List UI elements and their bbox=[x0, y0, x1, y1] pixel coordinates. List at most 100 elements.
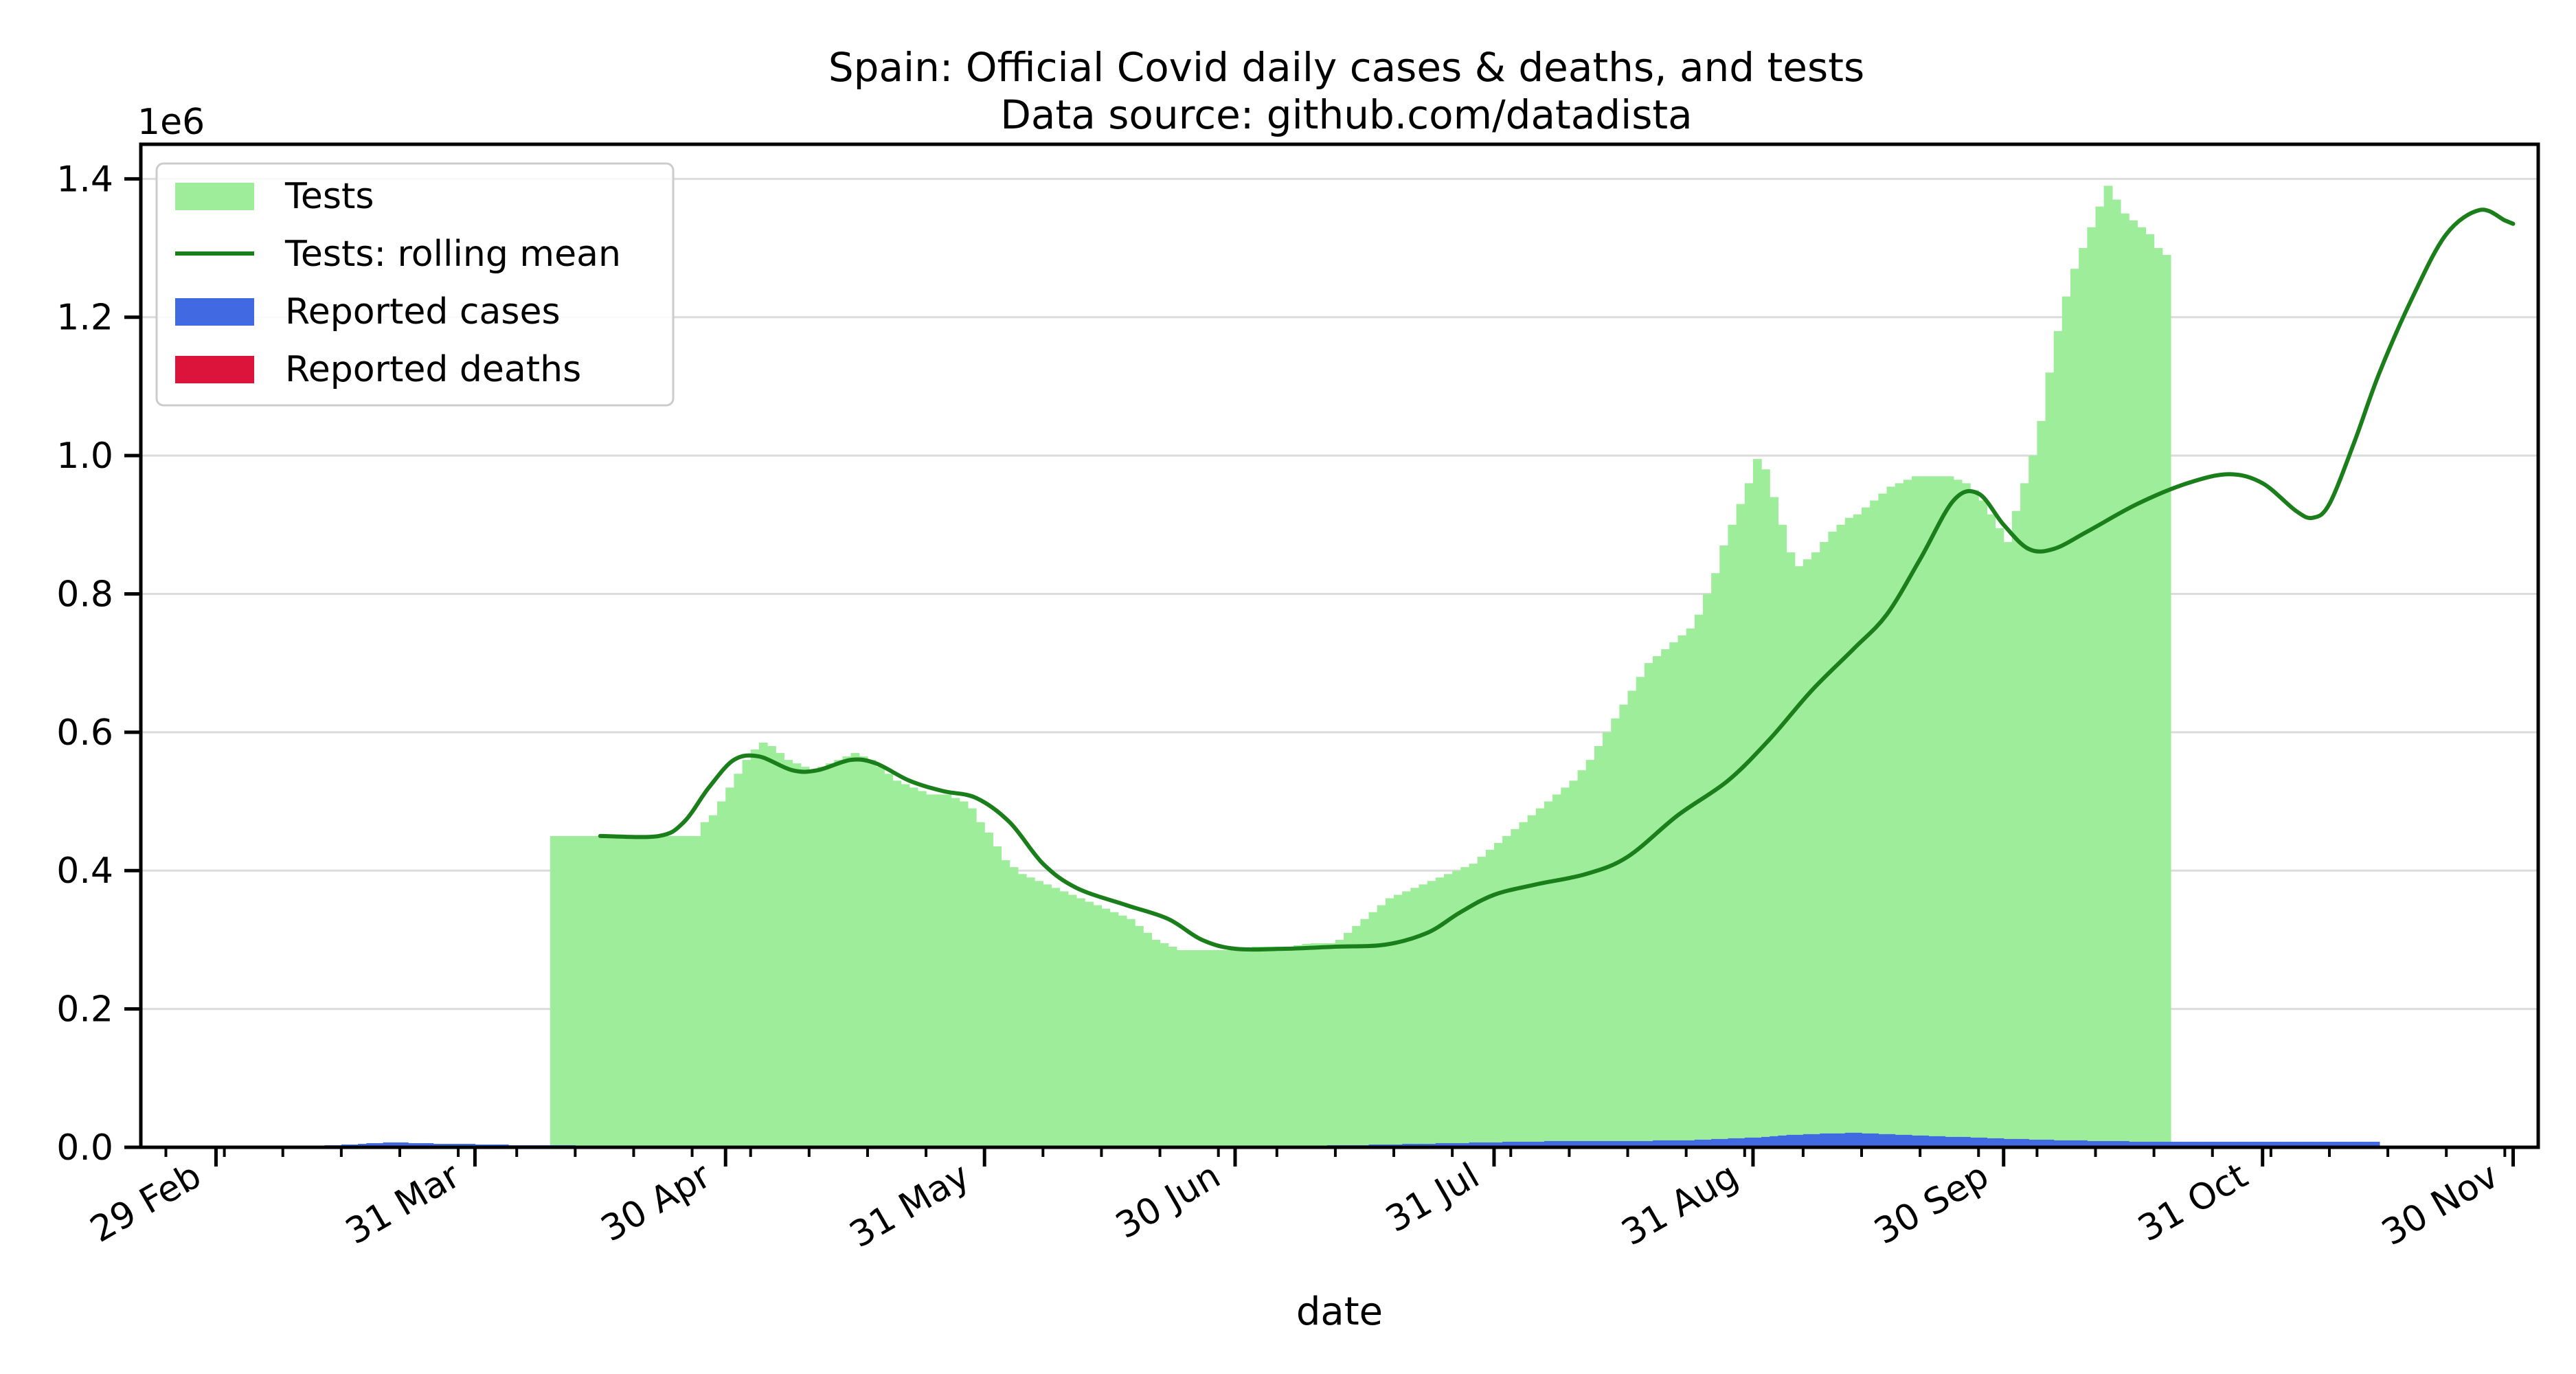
legend-frame bbox=[155, 162, 675, 407]
tests-bar bbox=[1844, 517, 1854, 1147]
cases-bar bbox=[1945, 1136, 1954, 1147]
cases-bar bbox=[1694, 1139, 1704, 1147]
cases-bar bbox=[1619, 1140, 1629, 1147]
cases-bar bbox=[2304, 1141, 2314, 1147]
tests-bar bbox=[1527, 815, 1537, 1147]
tests-bar bbox=[1185, 950, 1194, 1147]
tests-bar bbox=[2120, 213, 2129, 1148]
cases-bar bbox=[1493, 1142, 1503, 1147]
cases-bar bbox=[2037, 1139, 2046, 1147]
tests-bar bbox=[967, 808, 977, 1147]
tests-bar bbox=[717, 801, 726, 1147]
tests-bar bbox=[1719, 545, 1729, 1147]
cases-bar bbox=[399, 1142, 409, 1147]
y-tick-label: 0.6 bbox=[56, 712, 113, 754]
cases-bar bbox=[1978, 1137, 1988, 1147]
tests-bar bbox=[942, 794, 952, 1147]
cases-bar bbox=[1953, 1136, 1963, 1147]
tests-bar bbox=[1051, 888, 1061, 1147]
cases-bar bbox=[2287, 1141, 2296, 1147]
tests-bar bbox=[1394, 894, 1403, 1147]
tests-bar bbox=[1619, 704, 1629, 1147]
tests-bar bbox=[850, 753, 860, 1147]
cases-bar bbox=[458, 1143, 467, 1147]
tests-bar bbox=[2061, 296, 2071, 1147]
cases-bar bbox=[1995, 1138, 2004, 1147]
tests-bar bbox=[2011, 510, 2021, 1147]
y-tick-label: 1.4 bbox=[56, 159, 113, 200]
tests-bar bbox=[2070, 269, 2079, 1147]
tests-bar bbox=[1035, 881, 1043, 1147]
tests-bar bbox=[1135, 925, 1144, 1147]
tests-bar bbox=[1862, 507, 1871, 1147]
tests-bar bbox=[1285, 947, 1294, 1147]
tests-bar bbox=[926, 794, 935, 1147]
tests-bar bbox=[650, 835, 659, 1147]
tests-bar bbox=[625, 835, 635, 1147]
legend-deaths-label: Reported deaths bbox=[285, 349, 581, 390]
tests-bar bbox=[583, 835, 593, 1147]
tests-bar bbox=[1276, 947, 1286, 1147]
tests-bar bbox=[959, 801, 969, 1147]
tests-bar bbox=[1653, 656, 1662, 1147]
cases-bar bbox=[1719, 1138, 1729, 1147]
cases-bar bbox=[2045, 1139, 2055, 1147]
tests-bar bbox=[1820, 541, 1829, 1147]
cases-bar bbox=[2053, 1140, 2063, 1147]
tests-bar bbox=[2112, 199, 2121, 1147]
tests-bar bbox=[1761, 469, 1770, 1147]
cases-bar bbox=[383, 1142, 392, 1147]
tests-bar bbox=[1552, 794, 1561, 1147]
tests-bar bbox=[2045, 372, 2055, 1147]
tests-bar bbox=[1026, 877, 1035, 1147]
tests-bar bbox=[1318, 943, 1328, 1147]
cases-bar bbox=[1577, 1140, 1587, 1147]
tests-bar bbox=[1485, 850, 1495, 1147]
tests-bar bbox=[1535, 808, 1545, 1147]
tests-bar bbox=[1218, 950, 1228, 1147]
tests-bar bbox=[1945, 476, 1954, 1147]
cases-bar bbox=[2204, 1141, 2213, 1147]
legend-cases-label: Reported cases bbox=[285, 291, 561, 333]
cases-bar bbox=[1987, 1138, 1996, 1147]
tests-bar bbox=[1895, 483, 1904, 1147]
cases-bar bbox=[1519, 1141, 1528, 1147]
cases-bar bbox=[1502, 1141, 1511, 1147]
cases-bar bbox=[2262, 1141, 2272, 1147]
y-tick-label: 0.4 bbox=[56, 851, 113, 892]
tests-bar bbox=[1744, 483, 1754, 1147]
cases-bar bbox=[1728, 1138, 1737, 1147]
tests-bar bbox=[750, 750, 760, 1147]
cases-bar bbox=[1444, 1142, 1453, 1147]
tests-bar bbox=[567, 835, 576, 1147]
cases-bar bbox=[1469, 1142, 1478, 1147]
cases-bar bbox=[1862, 1133, 1871, 1147]
tests-bar bbox=[817, 767, 826, 1147]
cases-bar bbox=[2212, 1141, 2222, 1147]
cases-bar bbox=[1527, 1141, 1537, 1147]
cases-bar bbox=[1585, 1140, 1595, 1147]
cases-bar bbox=[1761, 1136, 1770, 1147]
x-axis-label: date bbox=[1296, 1289, 1383, 1334]
cases-bar bbox=[441, 1143, 451, 1147]
cases-bar bbox=[2061, 1140, 2071, 1147]
tests-bar bbox=[1268, 947, 1278, 1147]
cases-bar bbox=[1686, 1140, 1695, 1147]
tests-bar bbox=[1444, 874, 1453, 1147]
cases-bar bbox=[2279, 1141, 2288, 1147]
cases-bar bbox=[1669, 1140, 1679, 1147]
tests-bar bbox=[2037, 420, 2046, 1147]
tests-bar bbox=[1419, 884, 1428, 1147]
cases-bar bbox=[1794, 1134, 1804, 1147]
cases-bar bbox=[358, 1143, 367, 1147]
cases-bar bbox=[1820, 1133, 1829, 1147]
tests-bar bbox=[1502, 835, 1511, 1147]
cases-bar bbox=[1561, 1140, 1570, 1147]
tests-bar bbox=[734, 774, 743, 1147]
tests-bar bbox=[708, 815, 718, 1147]
cases-bar bbox=[2162, 1141, 2171, 1147]
tests-bar bbox=[951, 798, 960, 1147]
cases-bar bbox=[1786, 1134, 1796, 1147]
tests-bar bbox=[2103, 185, 2113, 1147]
tests-bar bbox=[1770, 497, 1779, 1147]
